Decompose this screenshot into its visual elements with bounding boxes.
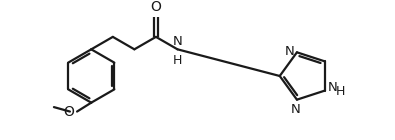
Text: O: O	[150, 0, 162, 14]
Text: N: N	[327, 81, 337, 94]
Text: N: N	[284, 45, 294, 58]
Text: N: N	[173, 35, 182, 48]
Text: O: O	[64, 105, 74, 119]
Text: H: H	[173, 54, 182, 67]
Text: H: H	[335, 85, 345, 98]
Text: N: N	[291, 103, 301, 116]
